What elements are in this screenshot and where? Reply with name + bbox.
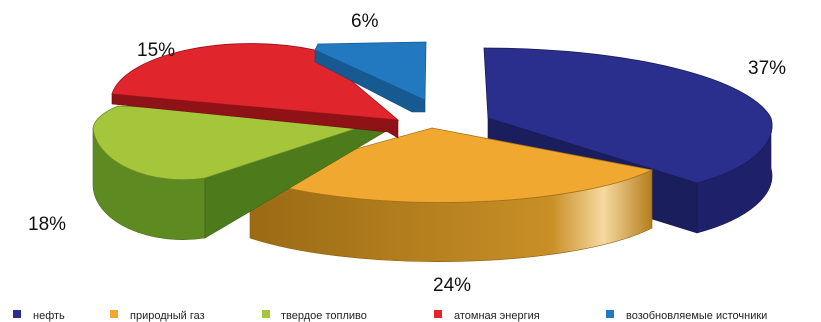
slice-gaz-top: [248, 127, 654, 203]
legend-item-vozob: возобновляемые источники: [606, 310, 767, 322]
slice-vozob-top: [314, 41, 427, 101]
label-atom: 15%: [137, 40, 175, 61]
legend-label-atom: атомная энергия: [454, 310, 540, 322]
label-gaz: 24%: [433, 275, 471, 296]
legend-swatch-neft: [13, 310, 21, 318]
slice-gaz: [248, 127, 654, 262]
legend-swatch-atom: [434, 310, 442, 318]
label-vozob: 6%: [351, 11, 379, 32]
slice-neft-top: [483, 47, 773, 184]
legend-item-tverd: твердое топливо: [262, 310, 367, 322]
slice-vozob: [314, 41, 427, 113]
legend-swatch-gaz: [110, 310, 118, 318]
legend-item-gaz: природный газ: [110, 310, 205, 322]
label-neft: 37%: [748, 58, 786, 79]
legend-label-gaz: природный газ: [130, 310, 205, 322]
legend-item-neft: нефть: [13, 310, 65, 322]
legend-label-vozob: возобновляемые источники: [626, 310, 767, 322]
label-tverd: 18%: [28, 214, 66, 235]
legend-swatch-tverd: [262, 310, 270, 318]
legend-item-atom: атомная энергия: [434, 310, 540, 322]
legend-label-tverd: твердое топливо: [281, 310, 367, 322]
legend: нефть природный газ твердое топливо атом…: [13, 310, 767, 322]
legend-swatch-vozob: [606, 310, 614, 318]
legend-label-neft: нефть: [33, 310, 65, 322]
